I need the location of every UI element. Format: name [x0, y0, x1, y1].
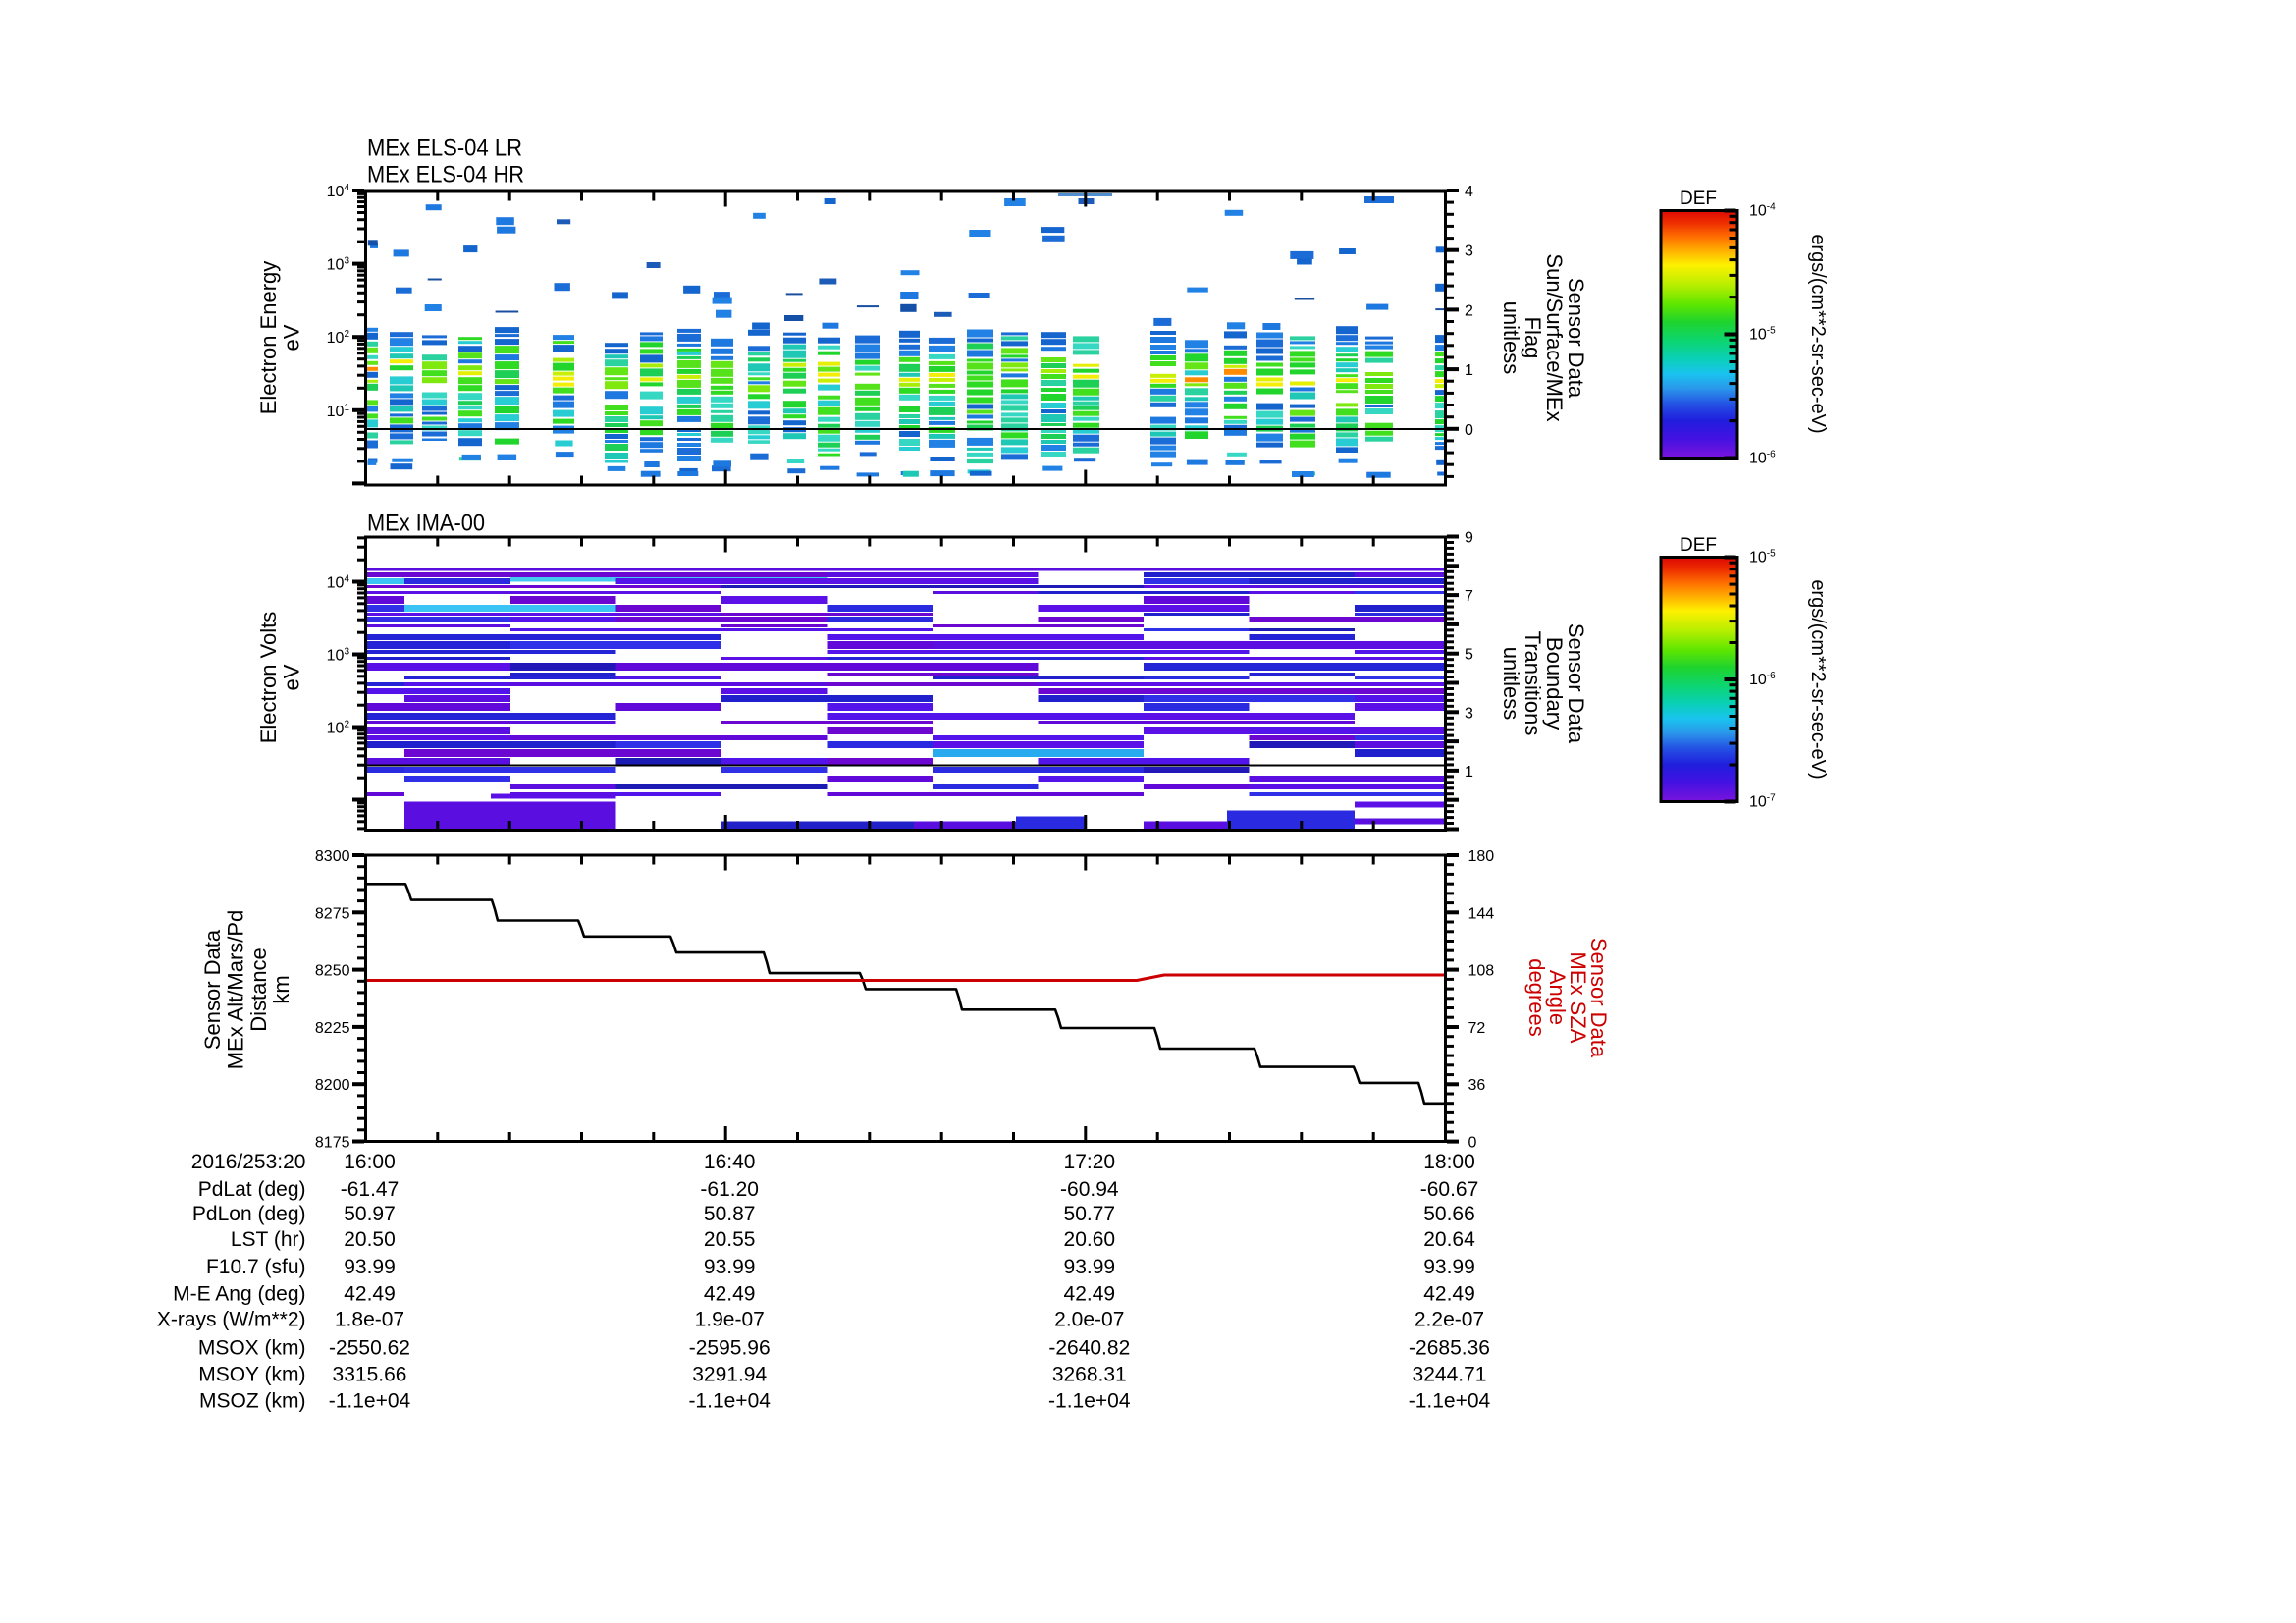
svg-text:DEF: DEF — [1680, 189, 1717, 209]
svg-text:108: 108 — [1468, 963, 1495, 980]
svg-text:-1.1e+04: -1.1e+04 — [1409, 1390, 1491, 1413]
svg-text:MEx Alt/Mars/Pd: MEx Alt/Mars/Pd — [224, 910, 248, 1070]
svg-text:-1.1e+04: -1.1e+04 — [329, 1390, 411, 1413]
svg-text:MEx SZA: MEx SZA — [1566, 952, 1590, 1044]
svg-text:50.66: 50.66 — [1423, 1203, 1475, 1225]
svg-text:Boundary: Boundary — [1542, 637, 1567, 730]
svg-text:7: 7 — [1465, 588, 1473, 605]
svg-text:20.64: 20.64 — [1423, 1228, 1475, 1251]
svg-text:5: 5 — [1465, 647, 1473, 664]
svg-text:93.99: 93.99 — [1064, 1256, 1116, 1278]
svg-text:1: 1 — [1465, 362, 1473, 379]
svg-text:3244.71: 3244.71 — [1413, 1364, 1487, 1386]
svg-text:eV: eV — [280, 664, 304, 690]
svg-text:42.49: 42.49 — [704, 1283, 756, 1306]
svg-text:-2685.36: -2685.36 — [1409, 1337, 1490, 1360]
svg-text:2016/253:20: 2016/253:20 — [191, 1151, 306, 1173]
svg-text:18:00: 18:00 — [1423, 1151, 1475, 1173]
svg-text:72: 72 — [1468, 1020, 1486, 1037]
svg-text:17:20: 17:20 — [1064, 1151, 1116, 1173]
svg-text:Electron Energy: Electron Energy — [256, 261, 281, 415]
svg-text:8300: 8300 — [315, 848, 350, 865]
svg-text:Sensor Data: Sensor Data — [1564, 623, 1588, 744]
svg-text:-60.94: -60.94 — [1060, 1178, 1119, 1201]
svg-text:36: 36 — [1468, 1077, 1486, 1094]
svg-text:DEF: DEF — [1680, 535, 1717, 556]
svg-text:20.55: 20.55 — [704, 1228, 756, 1251]
svg-text:93.99: 93.99 — [704, 1256, 756, 1278]
svg-text:MSOZ (km): MSOZ (km) — [199, 1390, 305, 1413]
svg-text:50.97: 50.97 — [344, 1203, 396, 1225]
svg-text:Angle: Angle — [1545, 970, 1570, 1025]
svg-text:8200: 8200 — [315, 1077, 350, 1094]
svg-text:-1.1e+04: -1.1e+04 — [1048, 1390, 1131, 1413]
svg-text:93.99: 93.99 — [1423, 1256, 1475, 1278]
svg-text:unitless: unitless — [1499, 301, 1523, 375]
svg-text:42.49: 42.49 — [344, 1283, 396, 1306]
svg-text:93.99: 93.99 — [344, 1256, 396, 1278]
svg-text:LST (hr): LST (hr) — [231, 1228, 306, 1251]
svg-text:0: 0 — [1468, 1135, 1477, 1152]
svg-text:degrees: degrees — [1524, 958, 1549, 1037]
svg-text:20.60: 20.60 — [1064, 1228, 1116, 1251]
svg-text:km: km — [269, 975, 294, 1003]
svg-text:-2640.82: -2640.82 — [1048, 1337, 1130, 1360]
svg-text:MSOX (km): MSOX (km) — [198, 1337, 306, 1360]
svg-text:-2595.96: -2595.96 — [689, 1337, 771, 1360]
svg-text:8175: 8175 — [315, 1135, 350, 1152]
svg-text:PdLon (deg): PdLon (deg) — [192, 1203, 306, 1225]
svg-text:2.0e-07: 2.0e-07 — [1054, 1309, 1124, 1331]
svg-text:3: 3 — [1465, 705, 1473, 722]
svg-text:M-E Ang (deg): M-E Ang (deg) — [173, 1283, 305, 1306]
svg-text:Sun/Surface/MEx: Sun/Surface/MEx — [1542, 253, 1567, 421]
svg-text:-2550.62: -2550.62 — [329, 1337, 410, 1360]
svg-text:50.87: 50.87 — [704, 1203, 756, 1225]
svg-text:144: 144 — [1468, 905, 1495, 922]
svg-text:F10.7 (sfu): F10.7 (sfu) — [206, 1256, 306, 1278]
svg-text:Flag: Flag — [1521, 317, 1545, 359]
svg-text:8250: 8250 — [315, 963, 350, 980]
svg-text:PdLat (deg): PdLat (deg) — [198, 1178, 306, 1201]
svg-text:2: 2 — [1465, 302, 1473, 319]
svg-text:16:00: 16:00 — [344, 1151, 396, 1173]
svg-text:Transitions: Transitions — [1521, 631, 1545, 736]
svg-text:20.50: 20.50 — [344, 1228, 396, 1251]
svg-text:3268.31: 3268.31 — [1052, 1364, 1127, 1386]
svg-text:eV: eV — [280, 324, 304, 351]
svg-text:3291.94: 3291.94 — [692, 1364, 767, 1386]
svg-text:Sensor Data: Sensor Data — [1586, 938, 1611, 1058]
svg-text:9: 9 — [1465, 530, 1473, 547]
svg-text:MSOY (km): MSOY (km) — [198, 1364, 305, 1386]
svg-text:-61.20: -61.20 — [700, 1178, 759, 1201]
svg-text:Sensor Data: Sensor Data — [1564, 278, 1588, 399]
svg-text:42.49: 42.49 — [1423, 1283, 1475, 1306]
svg-text:ergs/(cm**2-sr-sec-eV): ergs/(cm**2-sr-sec-eV) — [1807, 234, 1829, 433]
svg-text:1.8e-07: 1.8e-07 — [335, 1309, 404, 1331]
svg-text:MEx ELS-04 HR: MEx ELS-04 HR — [367, 162, 524, 189]
svg-text:X-rays (W/m**2): X-rays (W/m**2) — [157, 1309, 306, 1331]
svg-text:3: 3 — [1465, 243, 1473, 260]
svg-text:1.9e-07: 1.9e-07 — [695, 1309, 765, 1331]
svg-text:2.2e-07: 2.2e-07 — [1415, 1309, 1484, 1331]
svg-text:180: 180 — [1468, 848, 1495, 865]
svg-text:0: 0 — [1465, 422, 1473, 439]
svg-text:42.49: 42.49 — [1064, 1283, 1116, 1306]
svg-text:-1.1e+04: -1.1e+04 — [688, 1390, 771, 1413]
svg-text:-61.47: -61.47 — [341, 1178, 400, 1201]
svg-text:MEx IMA-00: MEx IMA-00 — [367, 511, 485, 537]
svg-text:Sensor Data: Sensor Data — [200, 929, 225, 1050]
svg-text:Electron Volts: Electron Volts — [256, 612, 281, 744]
svg-text:ergs/(cm**2-sr-sec-eV): ergs/(cm**2-sr-sec-eV) — [1807, 579, 1829, 779]
svg-text:Distance: Distance — [246, 947, 271, 1032]
svg-text:1: 1 — [1465, 764, 1473, 781]
svg-text:16:40: 16:40 — [704, 1151, 756, 1173]
svg-text:MEx ELS-04 LR: MEx ELS-04 LR — [367, 135, 522, 162]
svg-text:8225: 8225 — [315, 1020, 350, 1037]
svg-text:3315.66: 3315.66 — [333, 1364, 407, 1386]
svg-text:50.77: 50.77 — [1064, 1203, 1116, 1225]
svg-text:4: 4 — [1465, 184, 1473, 200]
svg-text:-60.67: -60.67 — [1420, 1178, 1479, 1201]
svg-text:unitless: unitless — [1499, 647, 1523, 721]
svg-text:8275: 8275 — [315, 905, 350, 922]
